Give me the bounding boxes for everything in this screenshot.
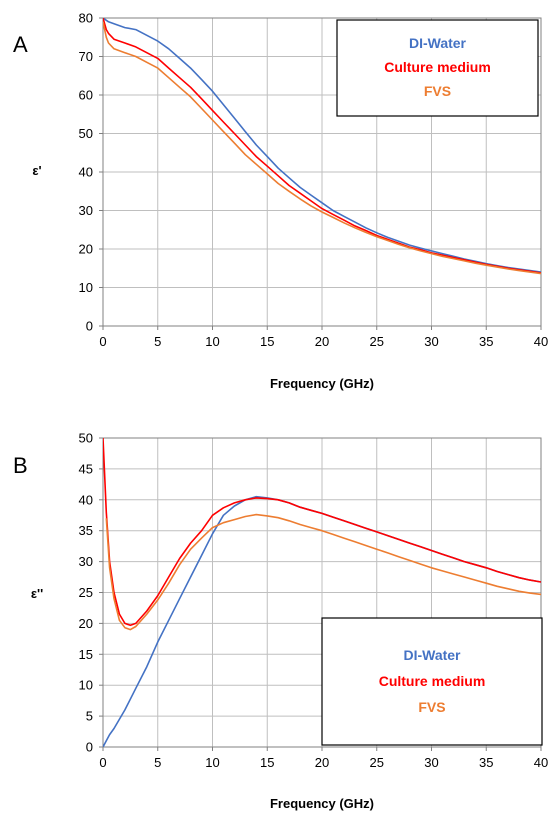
y-axis-title: ε' [32,163,41,178]
x-axis-title: Frequency (GHz) [270,796,374,811]
y-tick-label: 15 [79,647,93,662]
legend-entry: FVS [424,83,451,99]
y-tick-label: 40 [79,165,93,180]
panel-label: A [13,32,28,57]
y-tick-label: 45 [79,461,93,476]
y-tick-label: 10 [79,678,93,693]
y-tick-label: 5 [86,709,93,724]
legend-entry: Culture medium [379,673,486,689]
x-tick-label: 40 [534,334,548,349]
x-tick-label: 10 [205,334,219,349]
x-tick-label: 35 [479,755,493,770]
y-tick-label: 25 [79,585,93,600]
legend: DI-Water Culture medium FVS [321,617,543,746]
x-tick-label: 0 [99,334,106,349]
x-tick-label: 5 [154,334,161,349]
x-tick-label: 15 [260,334,274,349]
x-tick-label: 0 [99,755,106,770]
x-tick-label: 25 [370,755,384,770]
x-tick-label: 25 [370,334,384,349]
y-tick-label: 0 [86,319,93,334]
series-line-culture-medium [103,18,541,274]
y-tick-label: 40 [79,492,93,507]
legend-entry: FVS [418,699,445,715]
y-tick-label: 60 [79,88,93,103]
y-tick-label: 70 [79,49,93,64]
y-tick-label: 10 [79,280,93,295]
legend-box [321,617,543,746]
series-line-fvs [105,513,541,631]
y-tick-label: 0 [86,740,93,755]
y-tick-label: 50 [79,126,93,141]
series-line-fvs [103,21,541,275]
legend: DI-Water Culture medium FVS [336,19,539,117]
y-tick-label: 80 [79,11,93,26]
series-line-culture-medium [103,438,541,627]
legend-entry: DI-Water [409,35,467,51]
x-tick-label: 20 [315,334,329,349]
x-tick-label: 20 [315,755,329,770]
x-tick-label: 40 [534,755,548,770]
chart-B: 0 5 10 15 20 25 30 35 40 0 5 10 15 20 25 30 35 40 45 50 Freq… [13,431,548,812]
chart-A: 0 5 10 15 20 25 30 35 40 0 10 20 30 40 50 60 70 80 Frequen… [13,11,548,392]
y-tick-label: 30 [79,203,93,218]
x-tick-label: 35 [479,334,493,349]
y-tick-label: 35 [79,523,93,538]
y-tick-label: 20 [79,616,93,631]
y-axis-title: ε'' [31,586,43,601]
y-tick-label: 30 [79,554,93,569]
panel-label: B [13,453,28,478]
y-tick-label: 50 [79,431,93,446]
legend-entry: DI-Water [403,647,461,663]
x-tick-label: 30 [424,334,438,349]
x-tick-label: 30 [424,755,438,770]
y-tick-label: 20 [79,242,93,257]
x-tick-label: 15 [260,755,274,770]
legend-box [336,19,539,117]
x-axis-title: Frequency (GHz) [270,376,374,391]
x-tick-label: 10 [205,755,219,770]
x-tick-label: 5 [154,755,161,770]
legend-entry: Culture medium [384,59,491,75]
